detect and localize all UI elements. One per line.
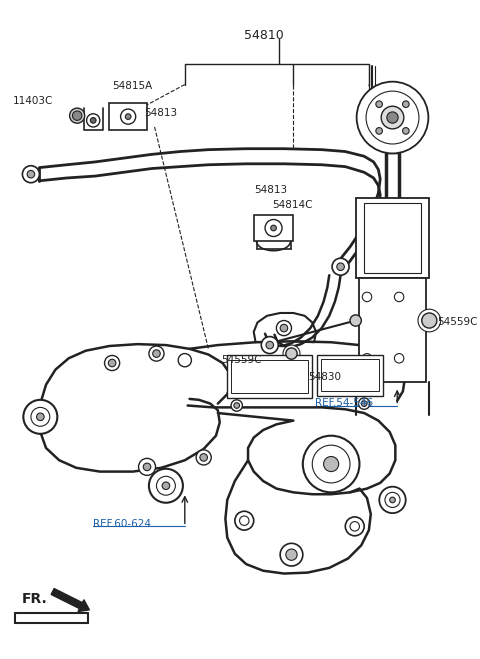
- Circle shape: [24, 400, 57, 434]
- Circle shape: [120, 109, 136, 124]
- Circle shape: [286, 348, 297, 359]
- Circle shape: [361, 401, 367, 407]
- Circle shape: [345, 517, 364, 536]
- Text: 54814C: 54814C: [273, 200, 313, 210]
- Text: FR.: FR.: [22, 592, 47, 606]
- Bar: [360, 278, 426, 382]
- Circle shape: [332, 258, 349, 275]
- Circle shape: [422, 313, 437, 328]
- Circle shape: [376, 128, 383, 134]
- Circle shape: [200, 453, 207, 461]
- Circle shape: [385, 492, 400, 507]
- Circle shape: [153, 350, 160, 357]
- Text: 11403C: 11403C: [13, 96, 53, 107]
- Text: REF.60-624: REF.60-624: [93, 519, 151, 529]
- Circle shape: [156, 476, 175, 495]
- Circle shape: [105, 355, 120, 370]
- Circle shape: [359, 398, 370, 409]
- Circle shape: [312, 445, 350, 483]
- Circle shape: [149, 346, 164, 361]
- Bar: [356, 198, 429, 278]
- Circle shape: [265, 219, 282, 237]
- Circle shape: [143, 463, 151, 471]
- Circle shape: [350, 315, 361, 326]
- Circle shape: [362, 354, 372, 363]
- Circle shape: [90, 117, 96, 123]
- Circle shape: [395, 292, 404, 302]
- Circle shape: [234, 403, 240, 409]
- Circle shape: [357, 82, 428, 154]
- Circle shape: [149, 469, 183, 503]
- Circle shape: [125, 114, 131, 119]
- FancyArrow shape: [51, 588, 89, 612]
- Circle shape: [350, 522, 360, 531]
- Circle shape: [324, 457, 339, 472]
- Circle shape: [390, 497, 396, 503]
- Bar: [254, 215, 293, 241]
- Circle shape: [276, 320, 291, 335]
- Circle shape: [36, 413, 44, 420]
- Text: 54813: 54813: [144, 108, 177, 118]
- Text: 54559C: 54559C: [437, 318, 478, 328]
- Circle shape: [70, 108, 84, 123]
- Circle shape: [139, 459, 156, 475]
- Circle shape: [362, 292, 372, 302]
- Circle shape: [231, 400, 242, 411]
- Circle shape: [261, 337, 278, 354]
- Circle shape: [283, 345, 300, 362]
- Circle shape: [162, 482, 170, 490]
- Text: 54810: 54810: [244, 29, 284, 42]
- Circle shape: [303, 436, 360, 492]
- Circle shape: [376, 101, 383, 107]
- Bar: [109, 103, 147, 130]
- Circle shape: [178, 354, 192, 367]
- Circle shape: [280, 324, 288, 332]
- Text: 54815A: 54815A: [112, 82, 152, 92]
- Text: REF.54-546: REF.54-546: [315, 397, 373, 408]
- Text: 54830: 54830: [309, 372, 341, 382]
- Circle shape: [266, 341, 274, 349]
- Bar: [317, 355, 383, 396]
- Bar: [321, 359, 379, 391]
- Circle shape: [31, 407, 50, 426]
- Circle shape: [366, 91, 419, 144]
- Text: 54559C: 54559C: [222, 355, 262, 365]
- Circle shape: [72, 111, 82, 121]
- Circle shape: [403, 128, 409, 134]
- Circle shape: [235, 511, 254, 530]
- Circle shape: [403, 101, 409, 107]
- Circle shape: [286, 549, 297, 560]
- Circle shape: [108, 359, 116, 367]
- Bar: [364, 202, 421, 273]
- Bar: [228, 355, 312, 398]
- Circle shape: [271, 225, 276, 231]
- Circle shape: [196, 450, 211, 465]
- Circle shape: [387, 112, 398, 123]
- Circle shape: [395, 354, 404, 363]
- Circle shape: [381, 106, 404, 129]
- Circle shape: [418, 309, 441, 332]
- Circle shape: [86, 114, 100, 127]
- Circle shape: [337, 263, 344, 270]
- Circle shape: [280, 543, 303, 566]
- Circle shape: [240, 516, 249, 525]
- Text: 54813: 54813: [254, 185, 287, 195]
- Bar: [231, 360, 309, 393]
- Circle shape: [27, 171, 35, 178]
- Circle shape: [23, 165, 39, 183]
- Circle shape: [379, 487, 406, 513]
